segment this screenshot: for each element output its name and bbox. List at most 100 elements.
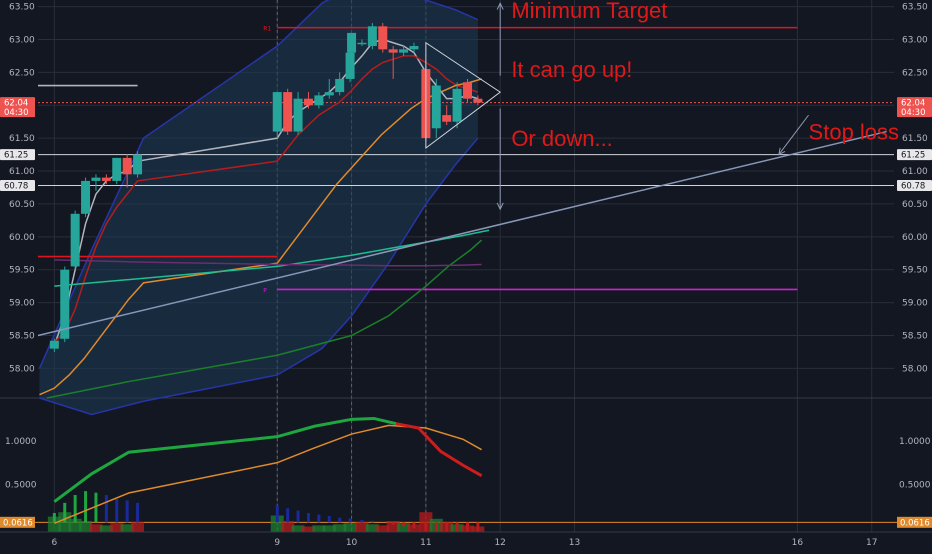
candle-body-2[interactable]: [70, 213, 80, 267]
candle-body-4[interactable]: [91, 177, 101, 181]
macd-tick-left-1: 0.5000: [5, 480, 37, 490]
candle-body-19[interactable]: [367, 26, 377, 47]
trendline[interactable]: [37, 130, 887, 337]
price-tick-left-11: 63.50: [9, 3, 35, 13]
arrow-up-head[interactable]: [496, 2, 504, 10]
arrow-stop-shaft[interactable]: [778, 114, 809, 155]
candle-body-14[interactable]: [324, 92, 334, 96]
volume-bar-7: [120, 524, 134, 532]
price-tag-bg-right-1: [897, 149, 932, 161]
macd-line-falling: [395, 422, 483, 477]
price-tag-sub-right-0: 04:30: [901, 108, 926, 118]
volume-bar-20: [386, 521, 400, 532]
price-tag-bg-right-0: [897, 97, 932, 118]
price-tag-right-1: 61.25: [901, 151, 925, 161]
price-tick-right-5: 60.50: [902, 200, 928, 210]
series-line-3: [54, 229, 490, 287]
candle-body-9[interactable]: [272, 92, 282, 132]
series-line-1: [53, 55, 479, 343]
triangle-pattern[interactable]: [425, 41, 502, 150]
candle-body-0[interactable]: [49, 340, 59, 349]
volume-bar-15: [333, 524, 347, 532]
candle-body-18[interactable]: [357, 42, 367, 45]
time-tick-2: 10: [346, 538, 358, 548]
candle-body-5[interactable]: [101, 177, 111, 181]
volume-bar-10: [281, 521, 295, 532]
band-lower: [39, 137, 479, 416]
volume-bar-21: [397, 523, 411, 532]
series-line-4: [46, 239, 483, 399]
price-tag-left-1: 61.25: [4, 151, 28, 161]
candle-body-13[interactable]: [314, 95, 324, 106]
price-tag-bg-left-1: [0, 149, 35, 161]
price-tag-right-0: 62.04: [901, 99, 925, 109]
time-tick-1: 9: [274, 538, 280, 548]
candle-body-1[interactable]: [60, 269, 70, 339]
candle-body-25[interactable]: [431, 85, 441, 129]
macd-zero-tag-right: 0.0616: [900, 518, 930, 528]
price-tick-right-1: 58.50: [902, 332, 928, 342]
candle-body-28[interactable]: [462, 82, 472, 99]
price-tag-left-2: 60.78: [4, 182, 28, 192]
annotation-text-1: It can go up!: [511, 57, 632, 82]
time-tick-3: 11: [420, 538, 431, 548]
candle-body-8[interactable]: [133, 154, 143, 175]
volume-bar-19: [376, 525, 390, 532]
volume-bar-17: [355, 522, 369, 532]
price-tick-right-0: 58.00: [902, 364, 928, 374]
price-tick-left-10: 63.00: [9, 35, 35, 45]
candle-body-11[interactable]: [293, 98, 303, 132]
time-tick-6: 16: [792, 538, 804, 548]
price-tick-left-0: 58.00: [9, 364, 35, 374]
candle-body-10[interactable]: [283, 92, 293, 132]
price-tick-left-6: 61.00: [9, 167, 35, 177]
volume-bar-3: [79, 521, 93, 532]
volume-bar-9: [270, 515, 284, 532]
candle-body-22[interactable]: [399, 49, 409, 53]
candle-body-27[interactable]: [452, 88, 462, 122]
macd-signal-line: [54, 424, 482, 525]
volume-bar-12: [301, 526, 315, 532]
macd-pane: [0, 416, 932, 546]
macd-zero-tag-bg-left: [0, 516, 35, 528]
candle-body-12[interactable]: [303, 98, 313, 106]
annotation-text-2: Or down...: [511, 126, 612, 151]
price-tag-sub-left-0: 04:30: [4, 108, 29, 118]
candle-body-26[interactable]: [442, 115, 452, 122]
band-area: [39, 0, 478, 415]
band-upper: [38, 0, 479, 369]
candle-body-3[interactable]: [81, 180, 91, 214]
volume-bar-6: [110, 523, 124, 532]
price-tick-left-1: 58.50: [9, 332, 35, 342]
candle-body-15[interactable]: [335, 78, 345, 93]
price-tick-right-10: 63.00: [902, 35, 928, 45]
candle-body-23[interactable]: [409, 46, 419, 50]
drawings[interactable]: [37, 2, 887, 337]
candle-body-7[interactable]: [122, 157, 132, 175]
volume-bar-16: [343, 523, 357, 532]
volume-bar-0: [47, 516, 61, 532]
arrow-down-head[interactable]: [496, 202, 504, 211]
price-tag-left-0: 62.04: [4, 99, 28, 109]
price-tag-bg-left-0: [0, 97, 35, 118]
axes: 6 9 10 11 12 13 16 17 58.00 58.00 58.50 58.50 59.00 5…: [0, 3, 932, 550]
price-tick-right-2: 59.00: [902, 299, 928, 309]
price-tick-right-9: 62.50: [902, 68, 928, 78]
price-levels: R1 P: [38, 26, 894, 294]
candle-body-6[interactable]: [112, 157, 122, 181]
candle-body-17[interactable]: [347, 32, 357, 53]
macd-tick-left-0: 1.0000: [5, 437, 37, 447]
price-tick-right-3: 59.50: [902, 266, 928, 276]
candle-body-21[interactable]: [388, 49, 398, 53]
price-tag-bg-right-2: [897, 180, 932, 192]
macd-zero-tag-left: 0.0616: [3, 518, 33, 528]
arrow-stop-head[interactable]: [778, 147, 786, 156]
annotations: Minimum Target It can go up! Or down... Sto…: [511, 0, 899, 151]
candle-body-29[interactable]: [473, 98, 483, 103]
candle-body-20[interactable]: [378, 26, 388, 50]
candles[interactable]: [49, 23, 483, 352]
candle-body-16[interactable]: [345, 52, 355, 79]
macd-tick-right-1: 0.5000: [899, 480, 931, 490]
